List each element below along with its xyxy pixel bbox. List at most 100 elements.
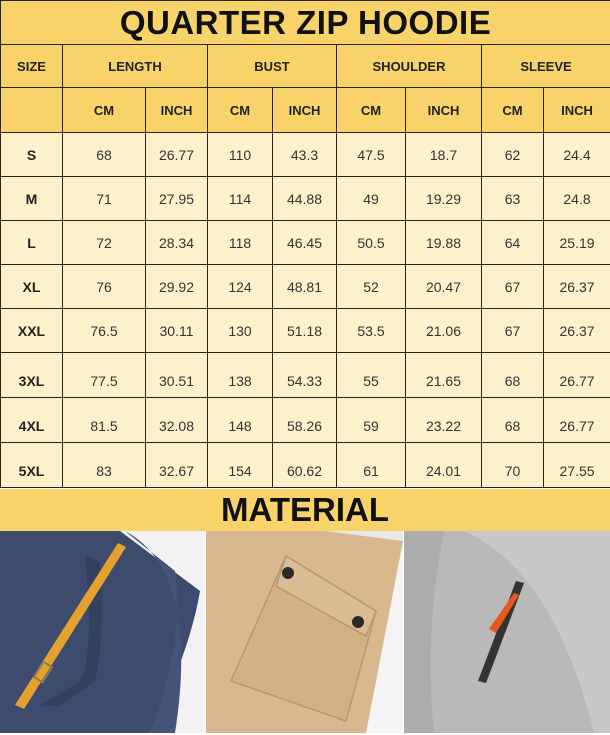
value-cell: 19.29 [405, 176, 482, 221]
value-cell: 20.47 [405, 264, 482, 309]
value-cell: 72 [62, 220, 146, 265]
value-cell: 49 [336, 176, 406, 221]
value-cell: 63 [481, 176, 544, 221]
table-row: S 68 26.77 110 43.3 47.5 18.7 62 24.4 [0, 132, 610, 177]
value-cell: 124 [207, 264, 273, 309]
value-cell: 76.5 [62, 308, 146, 353]
value-cell: 19.88 [405, 220, 482, 265]
value-cell: 26.77 [145, 132, 208, 177]
value-cell: 70 [481, 442, 544, 488]
table-row: M 71 27.95 114 44.88 49 19.29 63 24.8 [0, 176, 610, 221]
value-cell: 68 [481, 397, 544, 443]
value-cell: 154 [207, 442, 273, 488]
material-title: MATERIAL [0, 489, 610, 531]
header-size: SIZE [0, 44, 63, 88]
value-cell: 59 [336, 397, 406, 443]
value-cell: 53.5 [336, 308, 406, 353]
value-cell: 52 [336, 264, 406, 309]
table-row: 4XL 81.5 32.08 148 58.26 59 23.22 68 26.77 [0, 397, 610, 443]
value-cell: 62 [481, 132, 544, 177]
value-cell: 71 [62, 176, 146, 221]
table-row: XXL 76.5 30.11 130 51.18 53.5 21.06 67 26.37 [0, 308, 610, 353]
value-cell: 21.65 [405, 352, 482, 398]
value-cell: 30.11 [145, 308, 208, 353]
value-cell: 27.95 [145, 176, 208, 221]
value-cell: 24.01 [405, 442, 482, 488]
value-cell: 67 [481, 264, 544, 309]
photo-khaki-pocket [206, 531, 403, 733]
size-cell: 5XL [0, 442, 63, 488]
value-cell: 148 [207, 397, 273, 443]
value-cell: 51.18 [272, 308, 337, 353]
value-cell: 23.22 [405, 397, 482, 443]
unit-header: CM [207, 87, 273, 133]
value-cell: 30.51 [145, 352, 208, 398]
value-cell: 48.81 [272, 264, 337, 309]
unit-header: INCH [542, 87, 610, 133]
value-cell: 24.4 [542, 132, 610, 177]
chart-title: QUARTER ZIP HOODIE [0, 0, 610, 45]
value-cell: 25.19 [542, 220, 610, 265]
value-cell: 138 [207, 352, 273, 398]
unit-header: CM [481, 87, 544, 133]
header-bust: BUST [207, 44, 337, 88]
unit-header: INCH [145, 87, 208, 133]
value-cell: 50.5 [336, 220, 406, 265]
value-cell: 76 [62, 264, 146, 309]
value-cell: 64 [481, 220, 544, 265]
value-cell: 43.3 [272, 132, 337, 177]
unit-header: CM [336, 87, 406, 133]
header-sleeve: SLEEVE [480, 44, 610, 88]
size-chart-table: QUARTER ZIP HOODIE SIZE LENGTH BUST SHOU… [0, 0, 610, 488]
value-cell: 61 [336, 442, 406, 488]
value-cell: 32.67 [145, 442, 208, 488]
value-cell: 28.34 [145, 220, 208, 265]
value-cell: 54.33 [272, 352, 337, 398]
value-cell: 118 [207, 220, 273, 265]
header-shoulder: SHOULDER [336, 44, 482, 88]
value-cell: 26.37 [542, 308, 610, 353]
value-cell: 18.7 [405, 132, 482, 177]
photo-gray-fleece [404, 531, 610, 733]
value-cell: 58.26 [272, 397, 337, 443]
size-cell: 4XL [0, 397, 63, 443]
value-cell: 114 [207, 176, 273, 221]
size-cell: L [0, 220, 63, 265]
value-cell: 55 [336, 352, 406, 398]
size-cell: 3XL [0, 352, 63, 398]
value-cell: 44.88 [272, 176, 337, 221]
value-cell: 27.55 [542, 442, 610, 488]
value-cell: 32.08 [145, 397, 208, 443]
value-cell: 29.92 [145, 264, 208, 309]
table-row: 5XL 83 32.67 154 60.62 61 24.01 70 27.55 [0, 442, 610, 488]
size-cell: S [0, 132, 63, 177]
value-cell: 130 [207, 308, 273, 353]
value-cell: 60.62 [272, 442, 337, 488]
value-cell: 26.77 [542, 352, 610, 398]
value-cell: 24.8 [542, 176, 610, 221]
header-blank [0, 87, 63, 133]
table-row: XL 76 29.92 124 48.81 52 20.47 67 26.37 [0, 264, 610, 309]
value-cell: 77.5 [62, 352, 146, 398]
table-row: L 72 28.34 118 46.45 50.5 19.88 64 25.19 [0, 220, 610, 265]
unit-header: CM [62, 87, 146, 133]
value-cell: 68 [62, 132, 146, 177]
size-cell: XL [0, 264, 63, 309]
value-cell: 26.77 [542, 397, 610, 443]
unit-header: INCH [272, 87, 337, 133]
value-cell: 46.45 [272, 220, 337, 265]
value-cell: 67 [481, 308, 544, 353]
table-row: 3XL 77.5 30.51 138 54.33 55 21.65 68 26.77 [0, 352, 610, 398]
value-cell: 68 [481, 352, 544, 398]
photo-navy-fabric [0, 531, 205, 733]
value-cell: 83 [62, 442, 146, 488]
header-length: LENGTH [62, 44, 208, 88]
value-cell: 110 [207, 132, 273, 177]
unit-header: INCH [405, 87, 482, 133]
value-cell: 21.06 [405, 308, 482, 353]
size-cell: XXL [0, 308, 63, 353]
value-cell: 26.37 [542, 264, 610, 309]
value-cell: 81.5 [62, 397, 146, 443]
value-cell: 47.5 [336, 132, 406, 177]
size-cell: M [0, 176, 63, 221]
